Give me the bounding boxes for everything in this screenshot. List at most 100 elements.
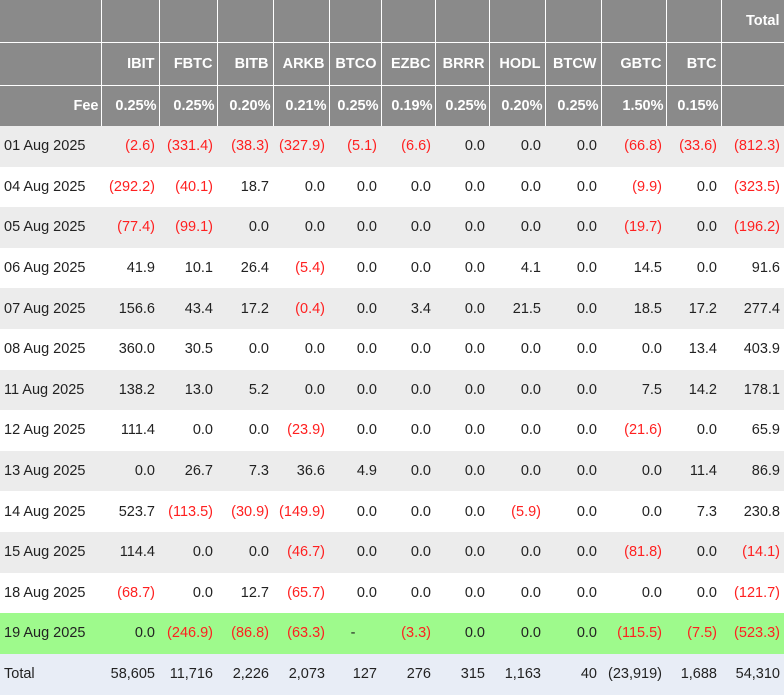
row-date: 07 Aug 2025: [0, 288, 101, 329]
row-date: 13 Aug 2025: [0, 450, 101, 492]
flow-cell: (46.7): [273, 531, 329, 573]
flow-cell: 0.0: [489, 126, 545, 167]
flow-cell: 0.0: [381, 328, 435, 370]
flow-cell: 0.0: [489, 328, 545, 370]
flow-cell: 0.0: [435, 369, 489, 411]
row-total-cell: 91.6: [721, 247, 784, 289]
flow-cell: 0.0: [273, 369, 329, 411]
header-row-fees: Fee 0.25% 0.25% 0.20% 0.21% 0.25% 0.19% …: [0, 85, 784, 126]
flow-cell: (9.9): [601, 166, 666, 208]
total-cell: 1,688: [666, 653, 721, 695]
flow-cell: 0.0: [666, 207, 721, 248]
totals-row: Total 58,605 11,716 2,226 2,073 127 276 315 1,16…: [0, 653, 784, 695]
fee-cell: 0.25%: [159, 85, 218, 126]
header-row-tickers: IBIT FBTC BITB ARKB BTCO EZBC BRRR HODL …: [0, 42, 784, 86]
flow-cell: (66.8): [601, 126, 666, 167]
fee-cell: 0.25%: [329, 85, 382, 126]
table-row: 12 Aug 2025 111.4 0.0 0.0 (23.9) 0.0 0.0 0.0 0.0…: [0, 410, 784, 451]
fee-cell: 0.25%: [101, 85, 160, 126]
header-blank-cell: [381, 0, 436, 43]
total-cell: 54,310: [721, 653, 784, 695]
flow-cell: 0.0: [381, 572, 435, 614]
header-total-label: Total: [721, 0, 784, 43]
ticker-header: FBTC: [159, 42, 218, 86]
flow-cell: 0.0: [666, 410, 721, 451]
fee-cell: 0.15%: [666, 85, 722, 126]
total-cell: 2,226: [217, 653, 273, 695]
ticker-header: BTCO: [329, 42, 382, 86]
flow-cell: 360.0: [101, 328, 159, 370]
flow-cell: 0.0: [545, 166, 601, 208]
flow-cell: 11.4: [666, 450, 721, 492]
row-total-cell: 178.1: [721, 369, 784, 411]
header-blank-cell: [159, 0, 218, 43]
total-cell: (23,919): [601, 653, 666, 695]
flow-cell: 0.0: [329, 410, 381, 451]
header-row-top: Total: [0, 0, 784, 43]
row-total-cell: (121.7): [721, 572, 784, 614]
flow-cell: 4.9: [329, 450, 381, 492]
flow-cell: 0.0: [601, 328, 666, 370]
flow-cell: (63.3): [273, 613, 329, 654]
flow-cell: 0.0: [435, 613, 489, 654]
header-blank-cell: [217, 0, 274, 43]
header-blank-cell: [0, 42, 102, 86]
flow-cell: 3.4: [381, 288, 435, 329]
flow-cell: 17.2: [666, 288, 721, 329]
table-row: 18 Aug 2025 (68.7) 0.0 12.7 (65.7) 0.0 0.0 0.0 0…: [0, 572, 784, 614]
header-blank-cell: [721, 85, 784, 126]
flow-cell: 0.0: [329, 531, 381, 573]
flow-cell: 0.0: [217, 207, 273, 248]
flow-cell: 0.0: [217, 531, 273, 573]
flow-cell: 0.0: [666, 247, 721, 289]
fee-label: Fee: [0, 85, 102, 126]
flow-cell: 0.0: [329, 572, 381, 614]
ticker-header: IBIT: [101, 42, 160, 86]
flow-cell: (81.8): [601, 531, 666, 573]
total-cell: 276: [381, 653, 435, 695]
table-row: 06 Aug 2025 41.9 10.1 26.4 (5.4) 0.0 0.0 0.0 4.1…: [0, 247, 784, 289]
flow-cell: (5.9): [489, 491, 545, 532]
table-row: 08 Aug 2025 360.0 30.5 0.0 0.0 0.0 0.0 0.0 0.0 0.…: [0, 328, 784, 370]
table-row: 19 Aug 2025 0.0 (246.9) (86.8) (63.3) - (3.3) 0…: [0, 613, 784, 654]
flow-cell: 0.0: [545, 531, 601, 573]
flow-cell: (113.5): [159, 491, 217, 532]
flow-cell: 7.5: [601, 369, 666, 411]
flow-cell: 30.5: [159, 328, 217, 370]
total-cell: 127: [329, 653, 381, 695]
header-blank-cell: [545, 0, 602, 43]
row-date: 08 Aug 2025: [0, 328, 101, 370]
flow-cell: 0.0: [489, 450, 545, 492]
flow-cell: 0.0: [217, 410, 273, 451]
flow-cell: (23.9): [273, 410, 329, 451]
flow-cell: (6.6): [381, 126, 435, 167]
flow-cell: (246.9): [159, 613, 217, 654]
table-row: 07 Aug 2025 156.6 43.4 17.2 (0.4) 0.0 3.4 0.0 21…: [0, 288, 784, 329]
flow-cell: 0.0: [435, 207, 489, 248]
flow-cell: 0.0: [159, 531, 217, 573]
row-total-cell: 230.8: [721, 491, 784, 532]
row-date: 04 Aug 2025: [0, 166, 101, 208]
flow-cell: (86.8): [217, 613, 273, 654]
row-date: 11 Aug 2025: [0, 369, 101, 411]
header-blank-cell: [721, 42, 784, 86]
flow-cell: 0.0: [545, 450, 601, 492]
header-blank-cell: [273, 0, 330, 43]
row-date: 12 Aug 2025: [0, 410, 101, 451]
total-cell: 11,716: [159, 653, 217, 695]
flow-cell: 0.0: [273, 328, 329, 370]
flow-cell: (21.6): [601, 410, 666, 451]
ticker-header: BRRR: [435, 42, 490, 86]
flow-cell: (65.7): [273, 572, 329, 614]
flow-cell: 0.0: [435, 166, 489, 208]
header-blank-cell: [101, 0, 160, 43]
flow-cell: 4.1: [489, 247, 545, 289]
row-date: 19 Aug 2025: [0, 613, 101, 654]
flow-cell: 0.0: [489, 369, 545, 411]
header-blank-cell: [0, 0, 102, 43]
flow-cell: (5.1): [329, 126, 381, 167]
flow-cell: 0.0: [545, 247, 601, 289]
flow-cell: 18.7: [217, 166, 273, 208]
fee-cell: 0.25%: [435, 85, 490, 126]
